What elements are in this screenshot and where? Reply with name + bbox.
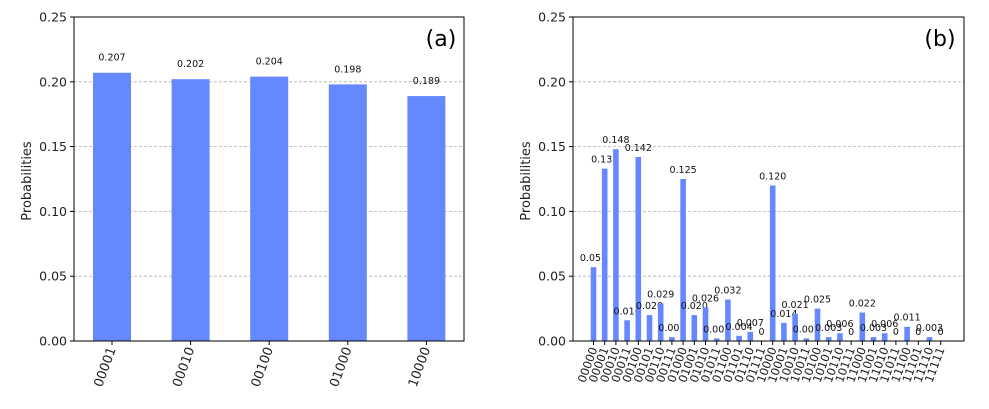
bar (736, 335, 742, 341)
bar (635, 156, 642, 341)
bar (781, 322, 787, 341)
panel-label: (a) (426, 27, 457, 52)
bar (691, 315, 698, 341)
data-label: 0.120 (759, 171, 786, 182)
data-label: 0.204 (256, 57, 283, 68)
y-tick-label: 0.15 (538, 139, 566, 154)
y-tick-label: 0.10 (538, 204, 566, 219)
bar (904, 326, 910, 341)
y-axis-label: Probabilities (20, 141, 35, 221)
data-label: 0.189 (413, 76, 440, 87)
bar (601, 168, 608, 341)
bar (713, 338, 720, 341)
data-label: 0.020 (636, 301, 663, 312)
data-label: 0.002 (793, 324, 820, 335)
data-label: 0.021 (781, 300, 808, 311)
data-label: 0 (758, 327, 764, 338)
y-tick-label: 0.00 (39, 334, 67, 349)
panel-label: (b) (924, 27, 955, 52)
plot-frame (73, 16, 465, 342)
bar (624, 320, 630, 341)
bar (881, 333, 888, 341)
data-label: 0 (893, 327, 899, 338)
y-tick-label: 0.25 (538, 10, 566, 25)
data-label: 0.006 (826, 319, 853, 330)
bar (769, 185, 776, 341)
data-label: 0.003 (860, 323, 887, 334)
data-label: 0.032 (714, 286, 741, 297)
bar (657, 303, 664, 341)
data-label: 0.002 (703, 324, 730, 335)
bar (747, 331, 754, 341)
x-tick-label: 00001 (92, 345, 120, 389)
y-axis-label: Probabilities (519, 141, 534, 221)
data-label: 0.125 (669, 165, 696, 176)
data-label: 0 (848, 327, 854, 338)
data-label: 0.003 (916, 323, 943, 334)
data-label: 0.025 (804, 295, 831, 306)
data-label: 0.011 (893, 313, 920, 324)
bar (407, 96, 446, 341)
data-label: 0.026 (692, 293, 719, 304)
bar (93, 72, 131, 341)
bar (814, 308, 821, 341)
bar (926, 337, 933, 341)
x-tick-label: 00010 (170, 345, 198, 389)
plot-frame (572, 16, 965, 342)
data-label: 0 (915, 327, 921, 338)
bar (825, 337, 832, 341)
bar (613, 149, 619, 341)
y-tick-label: 0.15 (39, 139, 67, 154)
data-label: 0.202 (177, 59, 204, 70)
bar (328, 84, 367, 341)
data-label: 0.142 (625, 143, 652, 154)
data-label: 0.006 (871, 319, 898, 330)
data-label: 0.207 (98, 53, 125, 64)
x-tick-label: 01000 (327, 345, 355, 389)
bar (702, 307, 709, 341)
x-tick-label: 00100 (249, 345, 277, 389)
data-label: 0.003 (658, 323, 685, 334)
bar (669, 337, 675, 341)
bar (250, 76, 289, 341)
bar (837, 333, 843, 341)
bar (792, 313, 798, 341)
y-tick-label: 0.05 (39, 269, 67, 284)
bar (171, 79, 210, 341)
y-tick-label: 0.20 (538, 74, 566, 89)
data-label: 0.022 (849, 298, 876, 309)
data-label: 0.148 (602, 135, 629, 146)
bar (680, 179, 686, 341)
bar (803, 338, 810, 341)
bar (859, 312, 866, 341)
y-tick-label: 0.10 (39, 204, 67, 219)
bar (870, 337, 877, 341)
bar (725, 299, 731, 341)
y-tick-label: 0.20 (39, 74, 67, 89)
data-label: 0.016 (613, 306, 640, 317)
data-label: 0.004 (725, 322, 752, 333)
data-label: 0 (938, 327, 944, 338)
bar (590, 267, 597, 341)
data-label: 0.057 (580, 253, 607, 264)
data-label: 0.133 (591, 155, 618, 166)
data-label: 0.003 (815, 323, 842, 334)
data-label: 0.198 (334, 64, 361, 75)
x-tick-label: 10000 (406, 345, 434, 389)
data-label: 0.029 (647, 289, 674, 300)
y-tick-label: 0.25 (39, 10, 67, 25)
y-tick-label: 0.00 (538, 334, 566, 349)
data-label: 0.007 (737, 318, 764, 329)
data-label: 0.014 (770, 309, 797, 320)
data-label: 0.020 (681, 301, 708, 312)
y-tick-label: 0.05 (538, 269, 566, 284)
bar (646, 315, 653, 341)
